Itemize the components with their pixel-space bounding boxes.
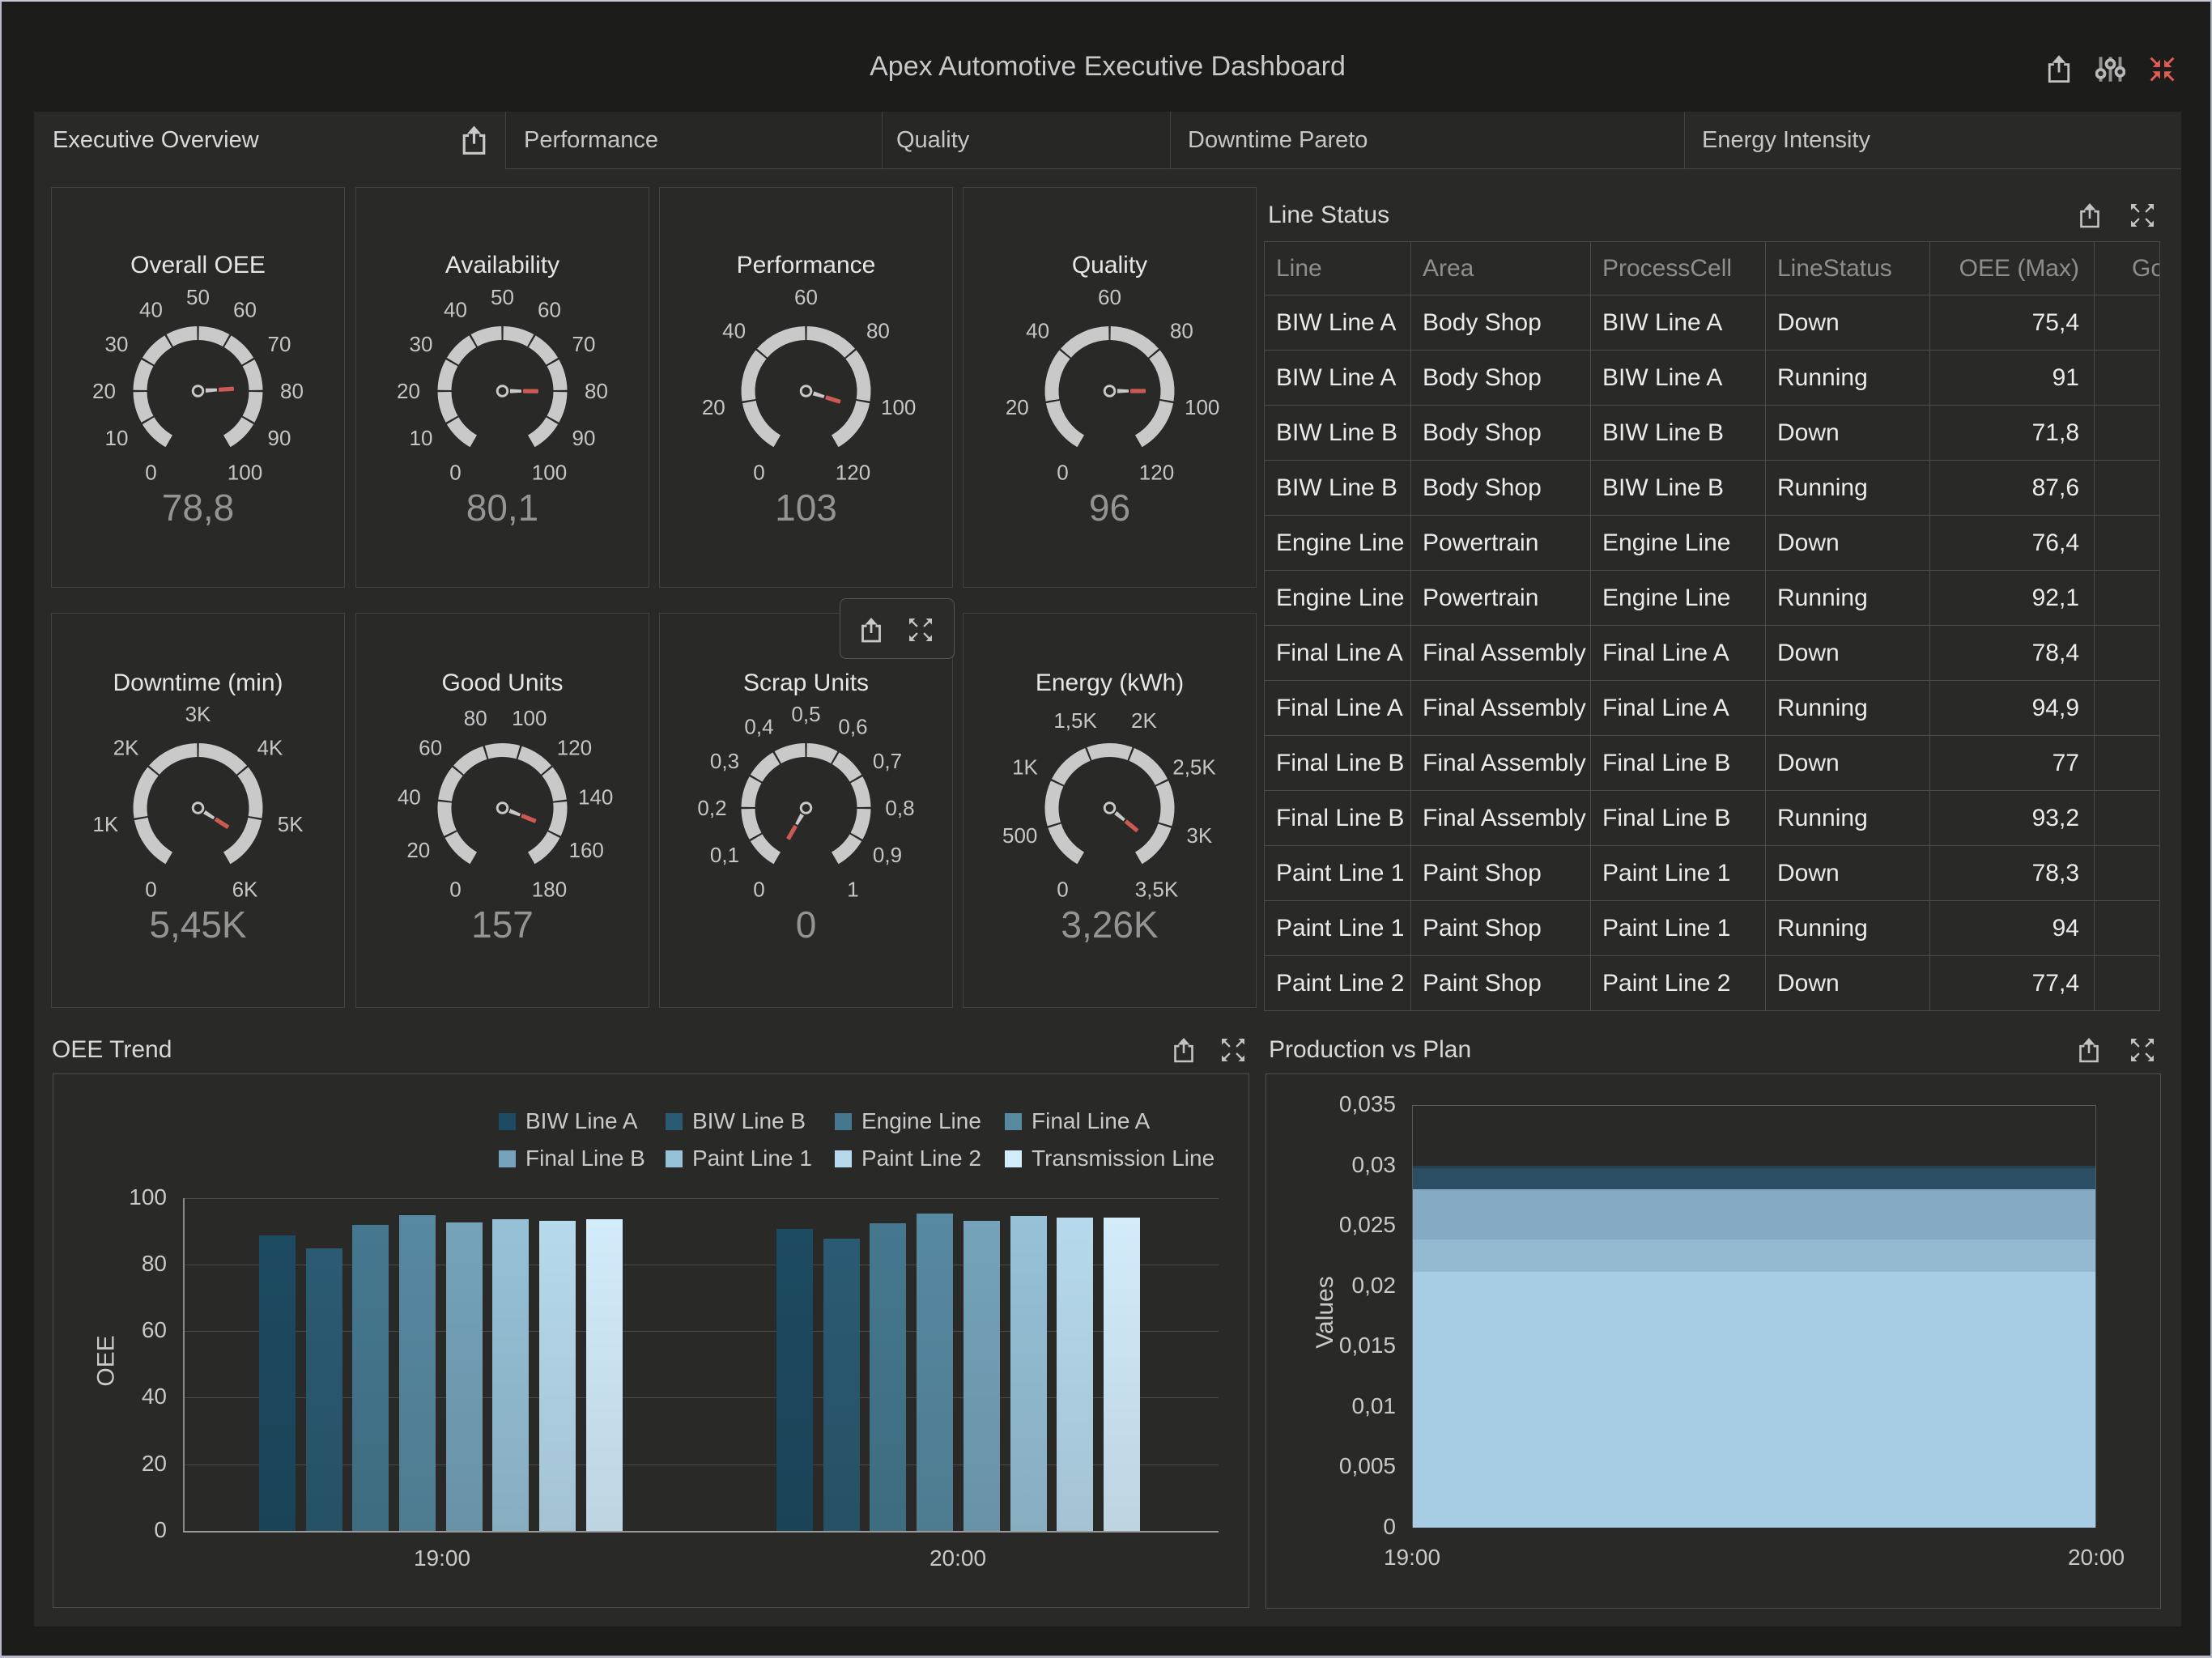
svg-text:0,8: 0,8 — [885, 796, 914, 820]
svg-text:20: 20 — [702, 395, 725, 419]
svg-text:0,4: 0,4 — [744, 715, 773, 739]
svg-text:2,5K: 2,5K — [1172, 755, 1216, 780]
svg-text:40: 40 — [444, 298, 467, 322]
svg-text:20: 20 — [1006, 395, 1029, 419]
svg-text:5K: 5K — [278, 812, 304, 836]
svg-text:60: 60 — [1098, 285, 1121, 309]
svg-text:140: 140 — [578, 785, 613, 810]
svg-text:100: 100 — [532, 461, 567, 485]
svg-text:180: 180 — [532, 878, 567, 902]
svg-text:30: 30 — [410, 332, 433, 356]
svg-text:0,6: 0,6 — [838, 715, 867, 739]
svg-text:60: 60 — [538, 298, 561, 322]
svg-text:100: 100 — [228, 461, 262, 485]
svg-text:160: 160 — [569, 838, 604, 862]
svg-text:1K: 1K — [92, 812, 118, 836]
svg-text:20: 20 — [406, 838, 430, 862]
svg-text:1K: 1K — [1012, 755, 1038, 780]
svg-text:40: 40 — [722, 318, 746, 342]
svg-text:3,5K: 3,5K — [1135, 878, 1179, 902]
svg-text:10: 10 — [410, 426, 433, 450]
svg-text:0,3: 0,3 — [710, 749, 739, 773]
svg-text:4K: 4K — [257, 735, 283, 759]
svg-text:120: 120 — [1139, 461, 1174, 485]
svg-text:0: 0 — [145, 461, 156, 485]
svg-text:100: 100 — [512, 706, 547, 730]
svg-text:0: 0 — [449, 878, 461, 902]
svg-text:0: 0 — [145, 878, 156, 902]
svg-text:0: 0 — [1057, 461, 1068, 485]
svg-text:60: 60 — [419, 735, 442, 759]
svg-text:3K: 3K — [1186, 823, 1212, 848]
svg-text:80: 80 — [585, 379, 608, 403]
svg-text:40: 40 — [1026, 318, 1049, 342]
svg-text:0: 0 — [753, 878, 764, 902]
svg-text:2K: 2K — [113, 735, 139, 759]
svg-text:90: 90 — [572, 426, 596, 450]
svg-text:0: 0 — [449, 461, 461, 485]
svg-text:6K: 6K — [232, 878, 258, 902]
svg-text:50: 50 — [491, 285, 514, 309]
svg-text:0,5: 0,5 — [791, 702, 820, 726]
svg-text:0,1: 0,1 — [710, 843, 739, 867]
svg-text:80: 80 — [464, 706, 487, 730]
svg-text:80: 80 — [866, 318, 890, 342]
svg-text:80: 80 — [280, 379, 304, 403]
svg-text:60: 60 — [233, 298, 257, 322]
svg-text:500: 500 — [1002, 823, 1037, 848]
svg-text:30: 30 — [105, 332, 129, 356]
svg-text:0,2: 0,2 — [697, 796, 726, 820]
svg-text:120: 120 — [836, 461, 870, 485]
svg-text:20: 20 — [92, 379, 116, 403]
svg-text:3K: 3K — [185, 702, 211, 726]
svg-text:100: 100 — [1185, 395, 1219, 419]
svg-text:40: 40 — [398, 785, 421, 810]
svg-text:0: 0 — [753, 461, 764, 485]
svg-text:1,5K: 1,5K — [1053, 708, 1097, 733]
svg-text:0,7: 0,7 — [873, 749, 902, 773]
svg-text:80: 80 — [1170, 318, 1193, 342]
svg-text:10: 10 — [105, 426, 129, 450]
svg-text:20: 20 — [397, 379, 420, 403]
svg-text:0,9: 0,9 — [873, 843, 902, 867]
svg-text:0: 0 — [1057, 878, 1068, 902]
svg-text:50: 50 — [186, 285, 210, 309]
svg-text:100: 100 — [881, 395, 916, 419]
svg-text:60: 60 — [794, 285, 818, 309]
svg-text:70: 70 — [572, 332, 596, 356]
svg-text:2K: 2K — [1131, 708, 1157, 733]
svg-text:120: 120 — [557, 735, 592, 759]
svg-text:90: 90 — [268, 426, 291, 450]
svg-text:40: 40 — [139, 298, 163, 322]
svg-text:1: 1 — [847, 878, 858, 902]
svg-text:70: 70 — [268, 332, 291, 356]
